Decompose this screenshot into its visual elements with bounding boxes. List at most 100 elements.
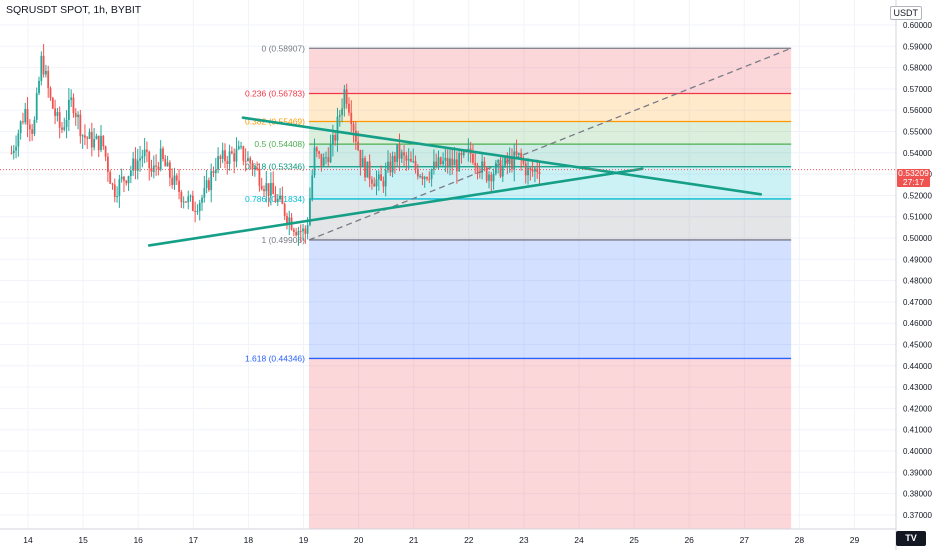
candle-body	[203, 187, 206, 198]
candle-body	[442, 160, 444, 165]
fib-zone-0.5-0.618	[309, 144, 792, 167]
candle-body	[148, 151, 151, 169]
candle-body	[118, 179, 121, 197]
candle-body	[185, 201, 187, 203]
candlestick-series	[10, 44, 541, 246]
price-tick-label: 0.39000	[903, 468, 932, 477]
candle-body	[84, 135, 86, 138]
price-tick-label: 0.44000	[903, 362, 932, 371]
candle-body	[313, 147, 316, 176]
candle-body	[352, 124, 355, 131]
fibonacci-zones[interactable]	[309, 48, 792, 529]
fibonacci-levels[interactable]	[309, 47, 792, 360]
time-tick-label: 27	[740, 535, 750, 545]
candle-body	[538, 172, 541, 174]
trendline-1[interactable]	[147, 167, 644, 247]
candle-body	[143, 149, 146, 157]
candle-body	[348, 103, 350, 113]
candle-body	[244, 160, 247, 162]
fib-trend-diagonal[interactable]	[308, 47, 792, 241]
candle-body	[309, 198, 311, 225]
candle-body	[127, 176, 130, 184]
candle-body	[256, 167, 259, 170]
candle-body	[453, 159, 456, 166]
tradingview-logo[interactable]: TV	[896, 531, 926, 546]
fib-zone-0.786-1	[309, 198, 792, 240]
candle-body	[286, 215, 288, 224]
candle-body	[67, 99, 70, 120]
candle-body	[419, 176, 422, 178]
candle-body	[102, 135, 105, 147]
candle-body	[173, 175, 176, 185]
candle-body	[157, 166, 160, 170]
trendlines[interactable]	[147, 116, 763, 247]
candle-body	[267, 183, 270, 196]
price-tick-label: 0.55000	[903, 128, 932, 137]
candle-body	[93, 139, 96, 148]
time-tick-label: 21	[409, 535, 419, 545]
fibonacci-diagonal[interactable]	[308, 47, 792, 241]
price-tick-label: 0.48000	[903, 277, 932, 286]
candle-body	[187, 196, 190, 203]
candle-body	[162, 148, 164, 159]
candle-body	[120, 176, 123, 180]
price-tick-label: 0.50000	[903, 234, 932, 243]
candle-body	[416, 168, 419, 177]
time-tick-label: 16	[133, 535, 143, 545]
candle-body	[79, 114, 82, 137]
candle-body	[180, 192, 183, 202]
candle-body	[299, 230, 302, 232]
candle-body	[134, 158, 137, 171]
candle-body	[61, 127, 63, 130]
fib-level-label: 0.236 (0.56783)	[245, 89, 305, 99]
candle-body	[217, 156, 219, 170]
candle-body	[455, 159, 458, 172]
candle-body	[221, 150, 224, 159]
candle-body	[249, 158, 252, 164]
candle-body	[377, 174, 380, 180]
candle-body	[444, 157, 447, 161]
candle-body	[171, 177, 174, 185]
time-axis[interactable]: 14 15 16 17 18 19 20 21 22 23 24 25 26 27 28 29	[23, 535, 859, 545]
price-tick-label: 0.45000	[903, 341, 932, 350]
price-tick-label: 0.60000	[903, 21, 932, 30]
candle-body	[520, 152, 523, 160]
candle-body	[446, 157, 449, 167]
candle-body	[47, 70, 50, 89]
candle-body	[315, 147, 318, 152]
candle-body	[341, 108, 343, 115]
price-tick-label: 0.46000	[903, 319, 932, 328]
candle-body	[350, 112, 353, 125]
candle-body	[517, 152, 520, 155]
candle-body	[198, 202, 201, 212]
candle-body	[141, 156, 144, 159]
candle-body	[295, 232, 298, 236]
candle-body	[230, 151, 233, 154]
candle-body	[474, 162, 477, 166]
candle-body	[116, 196, 118, 198]
candle-body	[329, 144, 332, 163]
price-axis[interactable]: 0.60000 0.59000 0.58000 0.57000 0.56000 0.550…	[903, 21, 932, 520]
symbol-title[interactable]: SQRUSDT SPOT, 1h, BYBIT	[6, 4, 142, 16]
candle-body	[70, 97, 73, 100]
candle-body	[318, 151, 321, 154]
trendline-2[interactable]	[241, 116, 763, 196]
candle-body	[513, 151, 516, 169]
fib-level-label: 0.618 (0.53346)	[245, 162, 305, 172]
fib-zone-1-1.618	[309, 239, 792, 359]
candle-body	[483, 161, 486, 168]
candle-body	[35, 93, 38, 120]
fib-level-label: 0 (0.58907)	[262, 43, 306, 53]
price-tick-label: 0.41000	[903, 426, 932, 435]
candle-body	[485, 167, 488, 181]
fibonacci-labels: 0 (0.58907)0.236 (0.56783)0.382 (0.55469…	[245, 43, 305, 363]
currency-label[interactable]: USDT	[889, 6, 922, 20]
candle-body	[338, 114, 341, 117]
candle-body	[233, 153, 236, 162]
candle-body	[414, 161, 417, 169]
candle-body	[42, 55, 45, 75]
candle-body	[511, 157, 513, 169]
candle-body	[497, 160, 500, 163]
time-tick-label: 14	[23, 535, 33, 545]
